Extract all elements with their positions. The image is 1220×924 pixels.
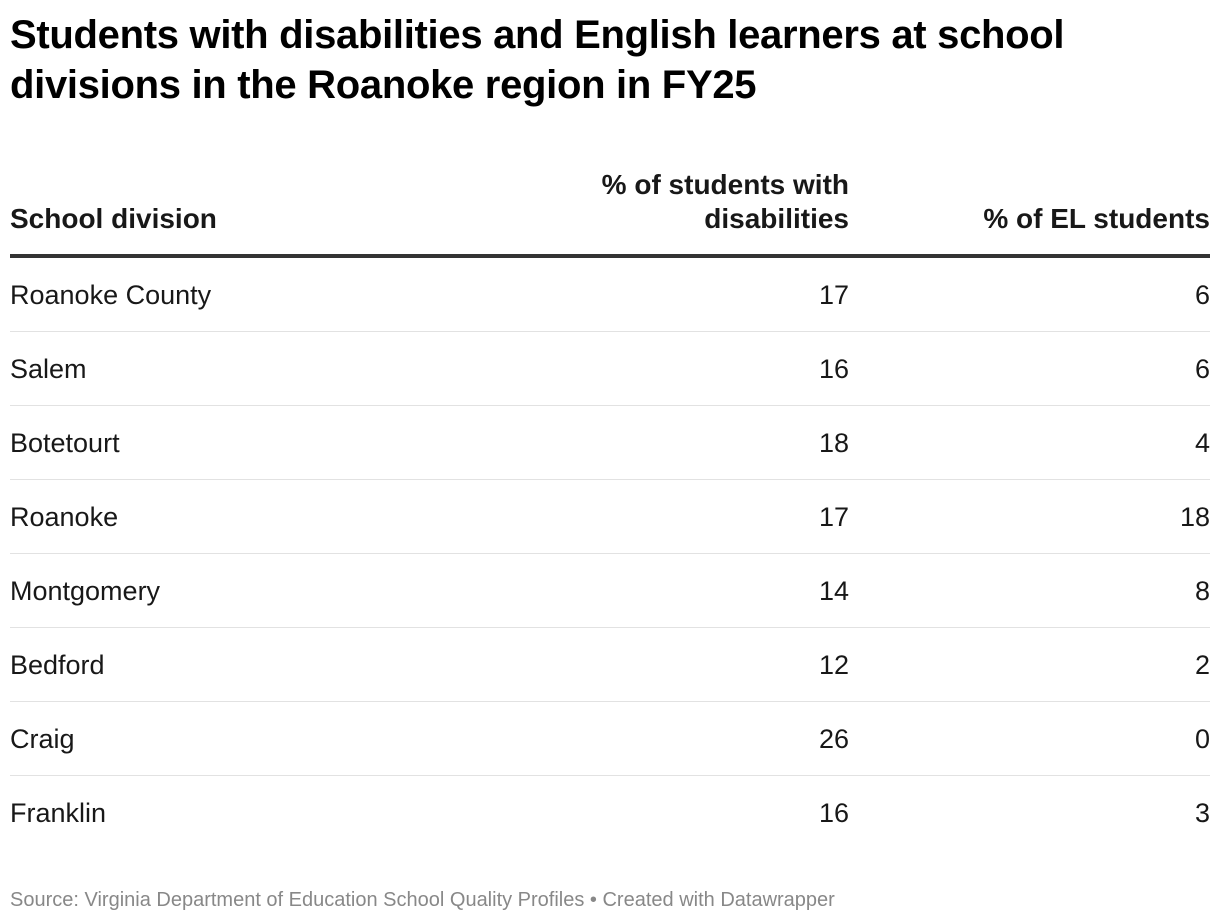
cell-division: Montgomery xyxy=(10,576,161,606)
cell-disabilities: 26 xyxy=(818,724,849,754)
cell-el: 18 xyxy=(1179,502,1210,532)
chart-title: Students with disabilities and English l… xyxy=(10,13,1065,107)
table-row: Montgomery 14 8 xyxy=(10,554,1210,628)
cell-el: 3 xyxy=(1194,798,1210,828)
cell-el: 6 xyxy=(1194,280,1210,310)
column-header-disabilities[interactable]: % of students with disabilities xyxy=(601,169,849,234)
cell-division: Roanoke County xyxy=(10,280,212,310)
source-footer: Source: Virginia Department of Education… xyxy=(10,889,835,911)
cell-disabilities: 12 xyxy=(818,650,849,680)
cell-division: Craig xyxy=(10,724,75,754)
cell-el: 2 xyxy=(1194,650,1210,680)
cell-el: 8 xyxy=(1194,576,1210,606)
cell-division: Salem xyxy=(10,354,87,384)
cell-disabilities: 18 xyxy=(818,428,849,458)
column-header-el[interactable]: % of EL students xyxy=(983,203,1210,234)
cell-el: 6 xyxy=(1194,354,1210,384)
cell-disabilities: 17 xyxy=(818,502,849,532)
cell-division: Botetourt xyxy=(10,428,120,458)
cell-el: 4 xyxy=(1194,428,1210,458)
cell-division: Bedford xyxy=(10,650,105,680)
table-row: Bedford 12 2 xyxy=(10,628,1210,702)
cell-el: 0 xyxy=(1194,724,1210,754)
table-row: Craig 26 0 xyxy=(10,702,1210,776)
column-header-division[interactable]: School division xyxy=(10,203,217,234)
cell-disabilities: 17 xyxy=(818,280,849,310)
data-table: School division % of students with disab… xyxy=(10,166,1210,849)
table-row: Franklin 16 3 xyxy=(10,776,1210,849)
table-header: School division % of students with disab… xyxy=(10,166,1210,258)
cell-disabilities: 16 xyxy=(818,798,849,828)
table-row: Botetourt 18 4 xyxy=(10,406,1210,480)
table-body: Roanoke County 17 6 Salem 16 6 Botetourt… xyxy=(10,258,1210,849)
cell-disabilities: 16 xyxy=(818,354,849,384)
cell-division: Roanoke xyxy=(10,502,119,532)
table-row: Roanoke County 17 6 xyxy=(10,258,1210,332)
table-row: Roanoke 17 18 xyxy=(10,480,1210,554)
table-row: Salem 16 6 xyxy=(10,332,1210,406)
cell-disabilities: 14 xyxy=(818,576,849,606)
cell-division: Franklin xyxy=(10,798,107,828)
